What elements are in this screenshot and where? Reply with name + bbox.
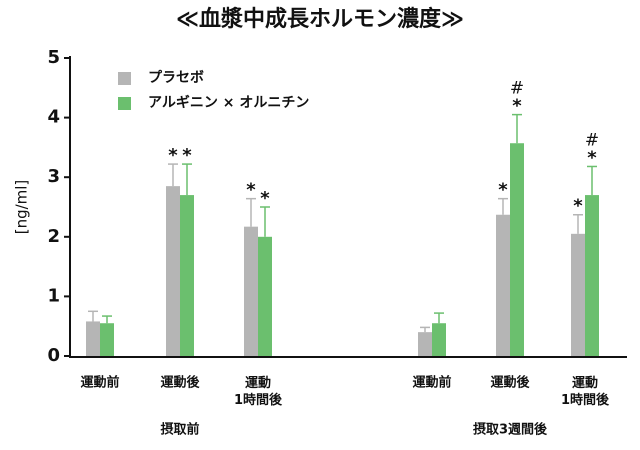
bar xyxy=(166,186,180,356)
x-tick-label: 運動前 xyxy=(80,375,119,391)
error-bar xyxy=(260,206,270,237)
bar xyxy=(86,321,100,356)
bar xyxy=(244,226,258,356)
bar xyxy=(258,236,272,356)
y-tick-label: 3 xyxy=(47,166,60,187)
error-bar xyxy=(434,312,444,324)
error-bar xyxy=(102,315,112,324)
error-bar xyxy=(512,113,522,144)
group-label: 摂取3週間後 xyxy=(473,422,548,438)
x-tick-label: 運動前 xyxy=(412,375,451,391)
significance-mark: * xyxy=(587,147,597,168)
significance-mark: * xyxy=(260,188,270,209)
bar xyxy=(432,323,446,356)
bar xyxy=(510,143,524,356)
significance-mark: * xyxy=(246,180,256,201)
significance-mark: * xyxy=(573,196,583,217)
significance-hash: # xyxy=(510,79,524,99)
x-tick-label: 運動 1時間後 xyxy=(234,375,283,408)
error-bar xyxy=(420,326,430,333)
x-tick-label: 運動後 xyxy=(160,375,200,391)
bar xyxy=(180,195,194,356)
significance-mark: * xyxy=(182,145,192,166)
chart-title: ≪血漿中成長ホルモン濃度≫ xyxy=(176,6,464,32)
significance-mark: * xyxy=(512,96,522,117)
legend-label: プラセボ xyxy=(148,70,204,86)
y-tick-label: 1 xyxy=(47,285,60,306)
error-bar xyxy=(587,165,597,196)
error-bar xyxy=(182,163,192,196)
error-bar xyxy=(88,310,98,322)
error-bar xyxy=(168,163,178,187)
y-tick-label: 5 xyxy=(47,47,60,68)
significance-mark: * xyxy=(168,145,178,166)
bar xyxy=(585,195,599,356)
significance-mark: * xyxy=(498,180,508,201)
legend-swatch xyxy=(118,72,131,85)
group-label: 摂取前 xyxy=(160,422,199,438)
y-tick-label: 2 xyxy=(47,226,60,247)
error-bar xyxy=(498,197,508,215)
bar xyxy=(571,233,585,356)
legend-swatch xyxy=(118,97,131,110)
legend-label: アルギニン × オルニチン xyxy=(148,94,309,111)
significance-hash: # xyxy=(585,130,599,150)
bar xyxy=(100,323,114,356)
error-bar xyxy=(246,197,256,227)
y-tick-label: 4 xyxy=(47,107,60,128)
x-tick-label: 運動 1時間後 xyxy=(561,375,610,408)
bar xyxy=(418,332,432,356)
x-tick-label: 運動後 xyxy=(490,375,530,391)
bar xyxy=(496,214,510,356)
y-tick-label: 0 xyxy=(47,345,60,366)
y-axis-label: [ng/ml] xyxy=(13,180,31,235)
error-bar xyxy=(573,213,583,234)
